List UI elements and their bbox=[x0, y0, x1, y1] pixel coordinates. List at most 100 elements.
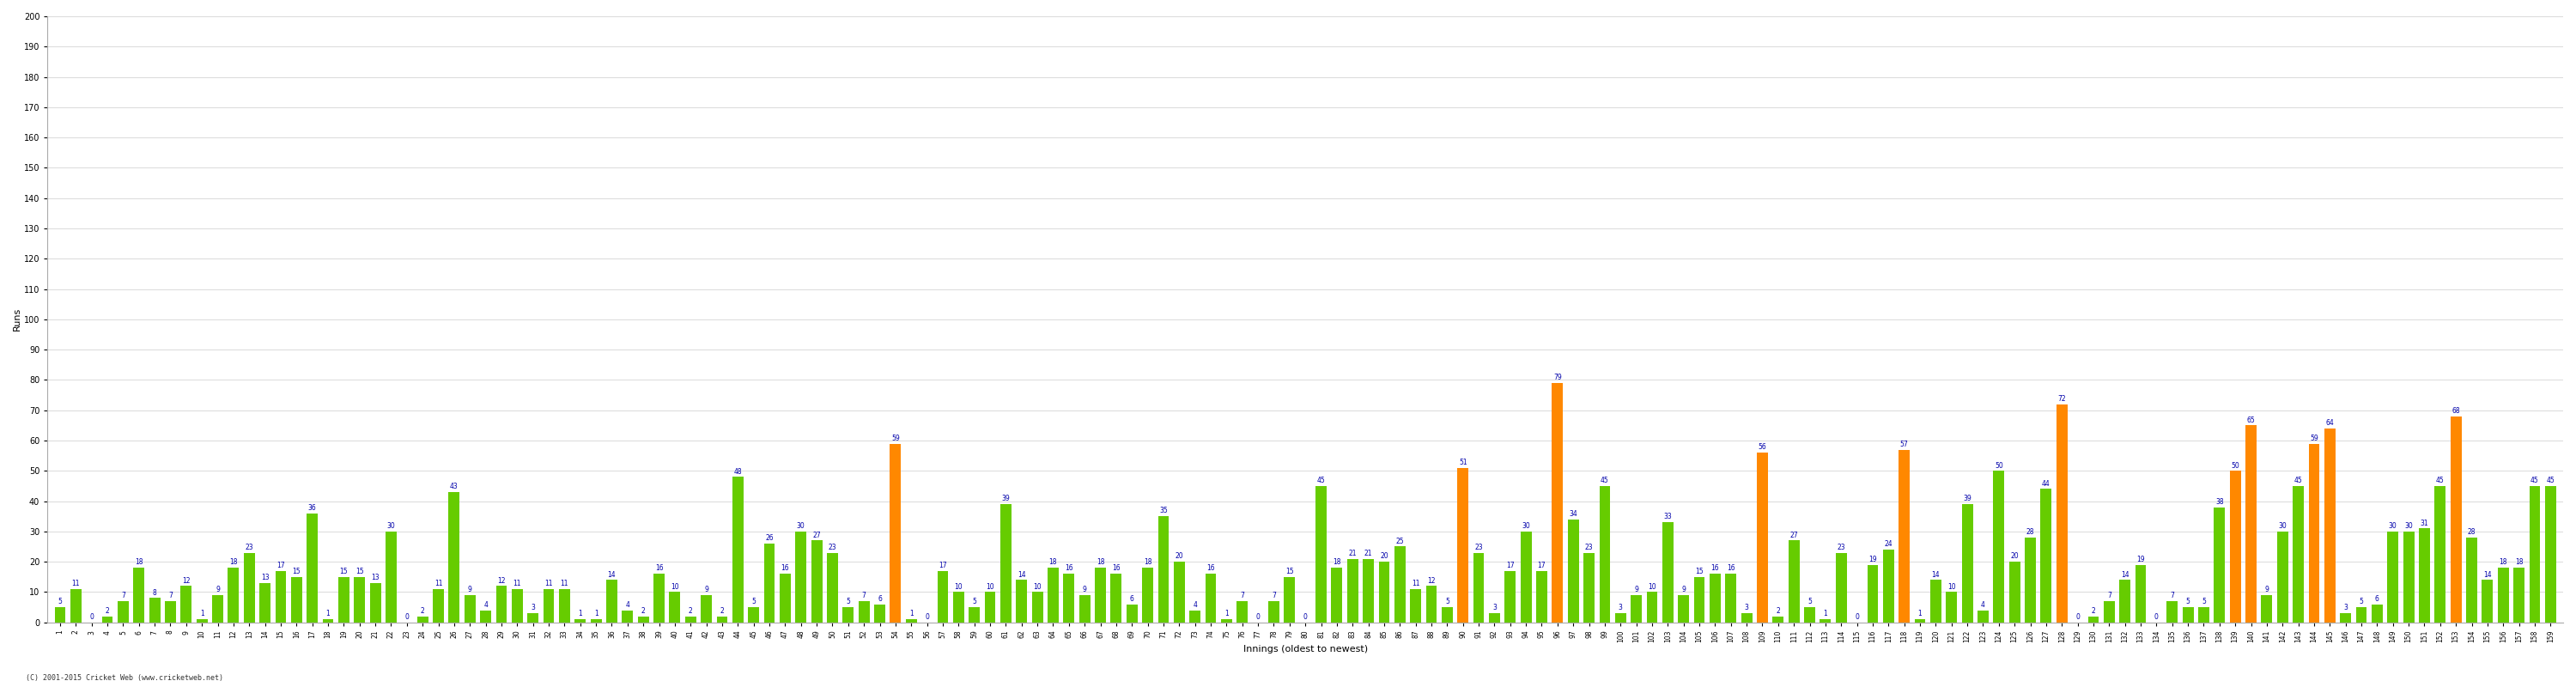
Text: 14: 14 bbox=[2483, 571, 2491, 578]
Bar bbox=[1535, 571, 1548, 622]
Bar bbox=[417, 616, 428, 622]
Bar bbox=[2339, 613, 2352, 622]
Text: 11: 11 bbox=[513, 580, 520, 587]
Text: 16: 16 bbox=[654, 565, 662, 572]
Bar bbox=[873, 604, 886, 622]
Text: 13: 13 bbox=[371, 574, 379, 581]
Bar bbox=[1994, 471, 2004, 622]
Text: 15: 15 bbox=[340, 567, 348, 576]
Text: 9: 9 bbox=[216, 586, 219, 594]
Bar bbox=[701, 595, 711, 622]
Text: 51: 51 bbox=[1458, 458, 1468, 466]
Bar bbox=[590, 619, 603, 622]
Bar bbox=[1236, 601, 1247, 622]
Bar bbox=[307, 513, 317, 622]
Text: 0: 0 bbox=[2076, 613, 2079, 621]
Text: 17: 17 bbox=[1507, 561, 1515, 570]
Bar bbox=[639, 616, 649, 622]
Text: 0: 0 bbox=[1257, 613, 1260, 621]
Text: 26: 26 bbox=[765, 534, 773, 542]
Bar bbox=[811, 541, 822, 622]
Text: 2: 2 bbox=[688, 607, 693, 615]
Text: 5: 5 bbox=[1445, 598, 1450, 606]
Bar bbox=[1695, 577, 1705, 622]
Text: 59: 59 bbox=[891, 434, 899, 442]
Text: 68: 68 bbox=[2452, 407, 2460, 415]
Text: 4: 4 bbox=[1193, 601, 1198, 609]
Bar bbox=[2105, 601, 2115, 622]
Bar bbox=[1332, 567, 1342, 622]
Bar bbox=[2025, 537, 2035, 622]
Text: 2: 2 bbox=[106, 607, 108, 615]
Bar bbox=[938, 571, 948, 622]
Text: 5: 5 bbox=[845, 598, 850, 606]
Bar bbox=[1458, 468, 1468, 622]
Bar bbox=[180, 586, 191, 622]
Text: 2: 2 bbox=[721, 607, 724, 615]
Bar bbox=[2419, 528, 2429, 622]
Text: 6: 6 bbox=[878, 595, 881, 602]
Text: 9: 9 bbox=[469, 586, 471, 594]
Bar bbox=[353, 577, 366, 622]
Text: 23: 23 bbox=[1473, 543, 1484, 551]
Text: 0: 0 bbox=[404, 613, 410, 621]
Text: 50: 50 bbox=[2231, 462, 2239, 469]
Text: 56: 56 bbox=[1759, 443, 1767, 451]
Bar bbox=[2545, 486, 2555, 622]
Bar bbox=[1662, 522, 1674, 622]
Bar bbox=[528, 613, 538, 622]
Bar bbox=[605, 580, 618, 622]
Text: 45: 45 bbox=[1316, 477, 1324, 484]
Bar bbox=[984, 592, 994, 622]
Text: 28: 28 bbox=[2027, 528, 2035, 536]
Bar bbox=[2434, 486, 2445, 622]
Text: 10: 10 bbox=[1033, 583, 1041, 591]
Text: 5: 5 bbox=[1808, 598, 1811, 606]
Text: 3: 3 bbox=[1618, 604, 1623, 611]
Text: 5: 5 bbox=[59, 598, 62, 606]
Text: 11: 11 bbox=[562, 580, 569, 587]
Text: 9: 9 bbox=[1082, 586, 1087, 594]
Bar bbox=[1569, 519, 1579, 622]
Bar bbox=[732, 477, 744, 622]
Bar bbox=[1427, 586, 1437, 622]
Text: 1: 1 bbox=[1224, 610, 1229, 618]
Text: 10: 10 bbox=[1649, 583, 1656, 591]
Bar bbox=[211, 595, 224, 622]
Bar bbox=[276, 571, 286, 622]
Bar bbox=[260, 583, 270, 622]
Bar bbox=[1267, 601, 1280, 622]
Text: 39: 39 bbox=[1963, 495, 1971, 503]
Bar bbox=[621, 610, 634, 622]
Text: 16: 16 bbox=[1206, 565, 1216, 572]
Text: 4: 4 bbox=[626, 601, 629, 609]
Bar bbox=[1945, 592, 1958, 622]
Text: 7: 7 bbox=[863, 592, 866, 600]
Bar bbox=[1520, 532, 1533, 622]
Bar bbox=[1110, 574, 1121, 622]
Text: 28: 28 bbox=[2468, 528, 2476, 536]
Bar bbox=[2246, 425, 2257, 622]
Y-axis label: Runs: Runs bbox=[13, 308, 21, 331]
Bar bbox=[497, 586, 507, 622]
Bar bbox=[134, 567, 144, 622]
Text: 1: 1 bbox=[327, 610, 330, 618]
Bar bbox=[1710, 574, 1721, 622]
Bar bbox=[1394, 547, 1406, 622]
Text: 7: 7 bbox=[121, 592, 126, 600]
Bar bbox=[1819, 619, 1832, 622]
Text: 36: 36 bbox=[309, 504, 317, 512]
Bar bbox=[1033, 592, 1043, 622]
Text: 14: 14 bbox=[608, 571, 616, 578]
Bar bbox=[227, 567, 240, 622]
Text: 3: 3 bbox=[531, 604, 536, 611]
Text: 12: 12 bbox=[183, 576, 191, 585]
Bar bbox=[1631, 595, 1641, 622]
Bar bbox=[2089, 616, 2099, 622]
Text: 4: 4 bbox=[484, 601, 487, 609]
Bar bbox=[889, 444, 902, 622]
Text: 14: 14 bbox=[2120, 571, 2130, 578]
Bar bbox=[291, 577, 301, 622]
Text: 18: 18 bbox=[134, 559, 144, 566]
Bar bbox=[716, 616, 726, 622]
